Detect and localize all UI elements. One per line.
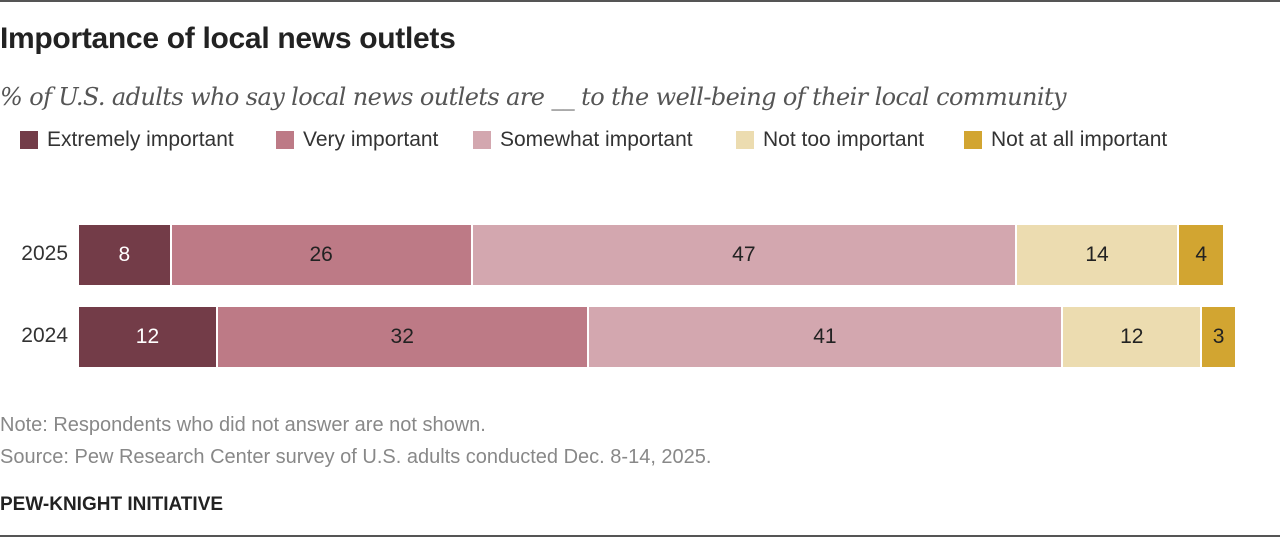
top-rule bbox=[0, 0, 1280, 2]
legend-label: Somewhat important bbox=[500, 128, 693, 151]
data-label: 26 bbox=[309, 243, 333, 266]
chart-subtitle: % of U.S. adults who say local news outl… bbox=[0, 83, 1067, 111]
source: Source: Pew Research Center survey of U.… bbox=[0, 446, 712, 468]
legend-item: Extremely important bbox=[20, 128, 234, 152]
legend-item: Very important bbox=[276, 128, 438, 152]
data-label: 12 bbox=[135, 325, 160, 348]
brand: PEW-KNIGHT INITIATIVE bbox=[0, 494, 224, 515]
legend-label: Extremely important bbox=[47, 128, 234, 151]
legend-label: Very important bbox=[303, 128, 439, 151]
bottom-rule bbox=[0, 535, 1280, 537]
legend-item: Somewhat important bbox=[473, 128, 693, 152]
data-label: 14 bbox=[1085, 243, 1109, 266]
bar-segment: 41 bbox=[588, 307, 1064, 367]
data-label: 4 bbox=[1195, 243, 1208, 266]
bar-segment: 8 bbox=[79, 225, 172, 285]
y-tick-label: 2025 bbox=[21, 242, 68, 265]
legend-label: Not too important bbox=[763, 128, 925, 151]
bar-segment: 12 bbox=[1063, 307, 1203, 367]
bar-segment: 4 bbox=[1179, 225, 1226, 285]
data-label: 12 bbox=[1120, 325, 1144, 348]
bar-segment: 3 bbox=[1202, 307, 1237, 367]
y-tick-label: 2024 bbox=[21, 324, 68, 347]
bar-segment: 14 bbox=[1016, 225, 1180, 285]
note: Note: Respondents who did not answer are… bbox=[0, 414, 486, 436]
legend-label: Not at all important bbox=[991, 128, 1168, 151]
data-label: 47 bbox=[732, 243, 756, 266]
legend-swatch bbox=[473, 131, 491, 149]
bar-segment: 12 bbox=[79, 307, 218, 367]
legend-swatch bbox=[736, 131, 754, 149]
legend-item: Not at all important bbox=[964, 128, 1167, 152]
data-label: 41 bbox=[813, 325, 837, 348]
data-label: 3 bbox=[1212, 325, 1225, 348]
data-label: 32 bbox=[390, 325, 414, 348]
bar-segment: 47 bbox=[472, 225, 1017, 285]
chart-title: Importance of local news outlets bbox=[0, 22, 456, 55]
legend-swatch bbox=[964, 131, 982, 149]
bar-segment: 32 bbox=[217, 307, 589, 367]
bar-segment: 26 bbox=[171, 225, 473, 285]
legend-item: Not too important bbox=[736, 128, 924, 152]
legend-swatch bbox=[276, 131, 294, 149]
data-label: 8 bbox=[118, 243, 131, 266]
legend-swatch bbox=[20, 131, 38, 149]
